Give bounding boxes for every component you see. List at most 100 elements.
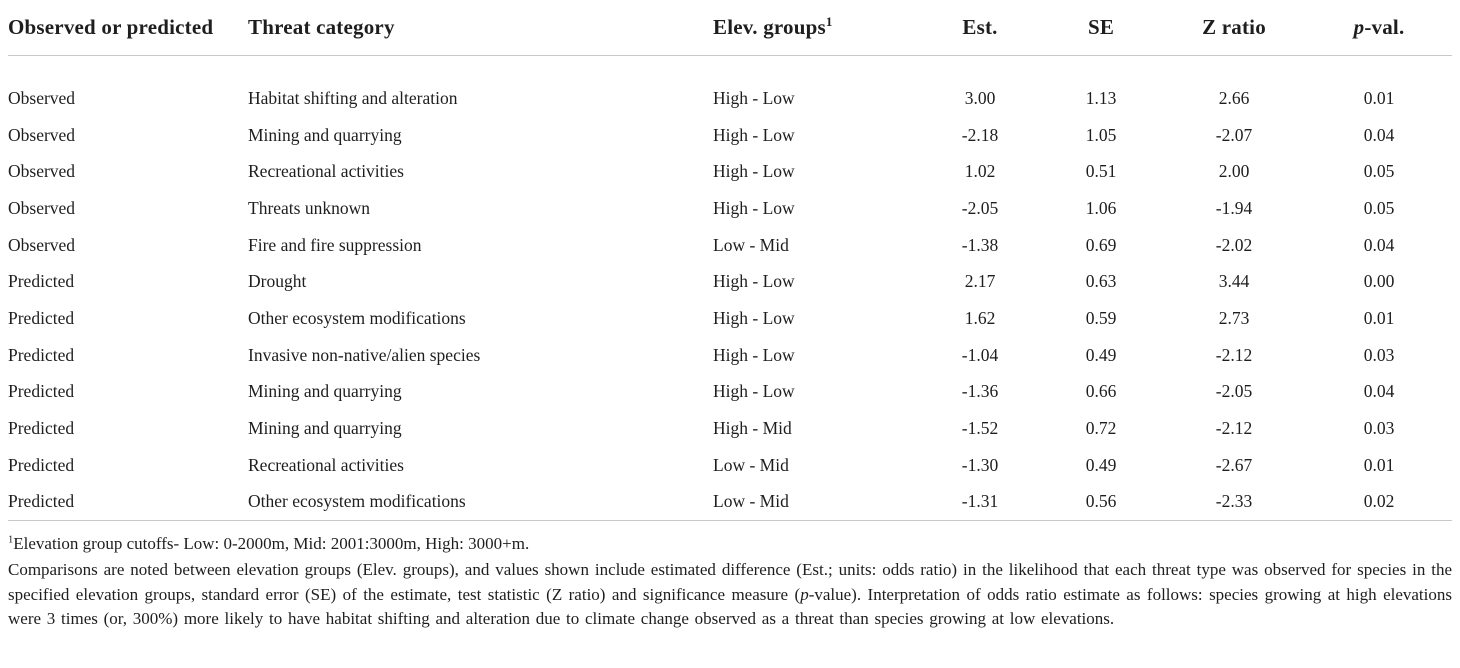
table-row: Predicted Drought High - Low 2.17 0.63 3.44 0.… — [8, 263, 1452, 300]
cell-z-ratio: -2.33 — [1215, 491, 1253, 512]
cell-z-ratio: 3.44 — [1218, 271, 1250, 292]
cell-se: 0.66 — [1085, 381, 1117, 402]
cell-se: 0.59 — [1085, 307, 1117, 328]
table-row: Predicted Mining and quarrying High - Mid -… — [8, 410, 1452, 447]
cell-elev-groups: High - Low — [713, 344, 795, 365]
table-row: Predicted Other ecosystem modifications Lo… — [8, 484, 1452, 521]
cell-elev-groups: High - Mid — [713, 418, 792, 439]
cell-observed-or-predicted: Predicted — [8, 381, 75, 402]
table-row: Predicted Mining and quarrying High - Low -… — [8, 374, 1452, 411]
cell-p-val: 0.01 — [1363, 307, 1395, 328]
cell-observed-or-predicted: Predicted — [8, 491, 75, 512]
cell-p-val: 0.04 — [1363, 234, 1395, 255]
cell-observed-or-predicted: Predicted — [8, 344, 75, 365]
cell-threat-category: Threats unknown — [248, 197, 370, 218]
table-row: Observed Habitat shifting and alteration H… — [8, 80, 1452, 117]
cell-elev-groups: High - Low — [713, 381, 795, 402]
cell-z-ratio: 2.73 — [1218, 307, 1250, 328]
cell-est: -1.52 — [961, 418, 999, 439]
cell-est: -2.18 — [961, 124, 999, 145]
cell-est: -1.38 — [961, 234, 999, 255]
cell-observed-or-predicted: Predicted — [8, 418, 75, 439]
cell-elev-groups: High - Low — [713, 124, 795, 145]
elev-groups-label: Elev. groups — [713, 15, 826, 39]
table-row: Predicted Invasive non-native/alien speci… — [8, 337, 1452, 374]
cell-threat-category: Recreational activities — [248, 454, 404, 475]
cell-observed-or-predicted: Predicted — [8, 454, 75, 475]
cell-threat-category: Mining and quarrying — [248, 124, 402, 145]
p-val-rest: -val. — [1364, 15, 1405, 39]
table-row: Observed Threats unknown High - Low -2.05 1.… — [8, 190, 1452, 227]
footnote-marker: 1 — [8, 534, 14, 546]
cell-z-ratio: -2.02 — [1215, 234, 1253, 255]
cell-est: -1.31 — [961, 491, 999, 512]
footnote-elevation-cutoffs: 1Elevation group cutoffs- Low: 0-2000m, … — [8, 531, 1452, 556]
col-header-elev-groups: Elev. groups1 — [713, 15, 920, 40]
cell-est: -1.30 — [961, 454, 999, 475]
cell-observed-or-predicted: Predicted — [8, 307, 75, 328]
cell-z-ratio: 2.00 — [1218, 161, 1250, 182]
cell-p-val: 0.03 — [1363, 344, 1395, 365]
footnote-text: Elevation group cutoffs- Low: 0-2000m, M… — [13, 534, 530, 554]
col-header-se: SE — [1087, 15, 1115, 39]
cell-z-ratio: -1.94 — [1215, 197, 1253, 218]
cell-est: 1.02 — [964, 161, 996, 182]
cell-se: 0.51 — [1085, 161, 1117, 182]
col-header-est: Est. — [962, 15, 998, 39]
header-divider-line — [8, 55, 1452, 56]
cell-elev-groups: Low - Mid — [713, 491, 789, 512]
cell-p-val: 0.05 — [1363, 161, 1395, 182]
cell-threat-category: Drought — [248, 271, 307, 292]
cell-threat-category: Other ecosystem modifications — [248, 491, 466, 512]
caption-text-segment: -value). Interpretation of odds ratio es… — [8, 584, 1452, 629]
col-header-threat-category: Threat category — [248, 15, 395, 39]
table-row: Predicted Recreational activities Low - Mi… — [8, 447, 1452, 484]
table-row: Observed Recreational activities High - Lo… — [8, 153, 1452, 190]
cell-est: -2.05 — [961, 197, 999, 218]
cell-observed-or-predicted: Observed — [8, 87, 76, 108]
table-row: Predicted Other ecosystem modifications Hi… — [8, 300, 1452, 337]
cell-z-ratio: -2.07 — [1215, 124, 1253, 145]
cell-est: 3.00 — [964, 87, 996, 108]
cell-elev-groups: Low - Mid — [713, 234, 789, 255]
cell-se: 0.69 — [1085, 234, 1117, 255]
cell-est: 1.62 — [964, 307, 996, 328]
cell-threat-category: Habitat shifting and alteration — [248, 87, 458, 108]
cell-p-val: 0.04 — [1363, 381, 1395, 402]
cell-elev-groups: High - Low — [713, 87, 795, 108]
cell-observed-or-predicted: Predicted — [8, 271, 75, 292]
cell-elev-groups: High - Low — [713, 271, 795, 292]
col-header-p-val: p-val. — [1306, 15, 1452, 40]
cell-est: 2.17 — [964, 271, 996, 292]
cell-z-ratio: 2.66 — [1218, 87, 1250, 108]
cell-threat-category: Mining and quarrying — [248, 381, 402, 402]
table-caption: Comparisons are noted between elevation … — [8, 558, 1452, 632]
cell-se: 0.56 — [1085, 491, 1117, 512]
table-body: Observed Habitat shifting and alteration H… — [8, 56, 1452, 520]
table-header-row: Observed or predicted Threat category El… — [8, 0, 1452, 55]
caption-italic-segment: p — [800, 584, 809, 604]
cell-se: 1.05 — [1085, 124, 1117, 145]
cell-threat-category: Fire and fire suppression — [248, 234, 422, 255]
cell-observed-or-predicted: Observed — [8, 197, 76, 218]
cell-p-val: 0.03 — [1363, 418, 1395, 439]
cell-se: 0.63 — [1085, 271, 1117, 292]
cell-elev-groups: High - Low — [713, 161, 795, 182]
footer-divider-line — [8, 520, 1452, 522]
cell-threat-category: Mining and quarrying — [248, 418, 402, 439]
cell-threat-category: Other ecosystem modifications — [248, 307, 466, 328]
cell-se: 1.13 — [1085, 87, 1117, 108]
caption-text-segment: Comparisons are noted between elevation … — [8, 560, 1452, 604]
cell-se: 0.49 — [1085, 454, 1117, 475]
cell-threat-category: Recreational activities — [248, 161, 404, 182]
cell-elev-groups: High - Low — [713, 307, 795, 328]
cell-p-val: 0.02 — [1363, 491, 1395, 512]
cell-p-val: 0.01 — [1363, 87, 1395, 108]
cell-z-ratio: -2.12 — [1215, 418, 1253, 439]
cell-elev-groups: High - Low — [713, 197, 795, 218]
cell-elev-groups: Low - Mid — [713, 454, 789, 475]
table-row: Observed Fire and fire suppression Low - M… — [8, 227, 1452, 264]
p-val-italic-p: p — [1353, 15, 1365, 39]
footnotes-block: 1Elevation group cutoffs- Low: 0-2000m, … — [8, 521, 1452, 632]
